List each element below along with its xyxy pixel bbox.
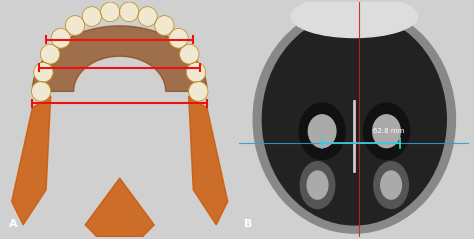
Circle shape [41,45,59,64]
Polygon shape [85,178,154,237]
Circle shape [120,2,138,21]
Circle shape [187,63,205,81]
Polygon shape [12,96,51,225]
Circle shape [169,29,188,48]
Circle shape [32,82,50,101]
Ellipse shape [262,14,447,225]
Circle shape [189,82,208,101]
Ellipse shape [291,0,418,38]
Ellipse shape [307,171,328,199]
Circle shape [180,45,199,64]
Circle shape [52,29,70,48]
Ellipse shape [374,162,408,208]
Ellipse shape [253,6,456,233]
Ellipse shape [301,162,335,208]
Ellipse shape [381,171,401,199]
Polygon shape [189,96,228,225]
Circle shape [138,7,157,26]
Circle shape [155,16,173,35]
Text: B: B [244,219,252,229]
Text: A: A [9,219,18,229]
Ellipse shape [308,115,336,148]
Text: 62.8 mm: 62.8 mm [373,128,404,134]
Ellipse shape [299,103,345,159]
Circle shape [101,2,119,21]
Ellipse shape [373,115,400,148]
Ellipse shape [364,103,410,159]
Circle shape [66,16,84,35]
Circle shape [34,63,53,81]
Circle shape [82,7,101,26]
Polygon shape [32,26,207,91]
